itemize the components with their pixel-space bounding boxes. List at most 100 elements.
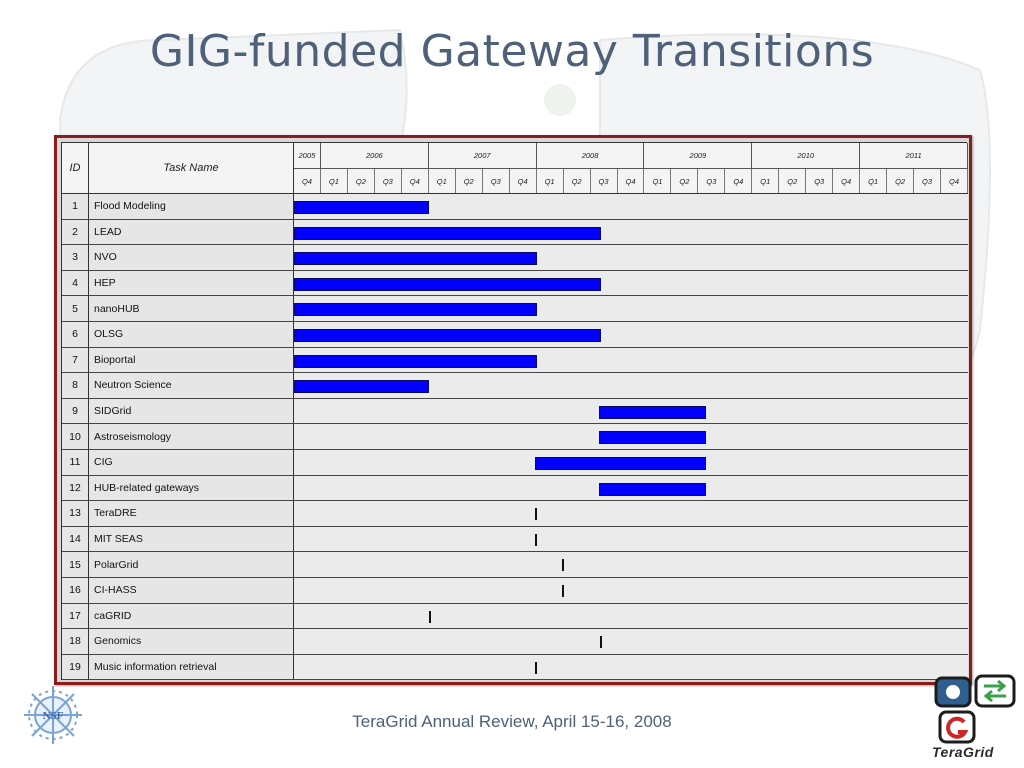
- quarter-label: Q1: [321, 169, 348, 193]
- task-track: [294, 347, 968, 373]
- task-track: [294, 245, 968, 270]
- task-id: 10: [62, 424, 89, 449]
- task-bar: [535, 457, 707, 470]
- task-name: MIT SEAS: [89, 526, 294, 552]
- task-name: CI-HASS: [89, 578, 294, 603]
- task-id: 4: [62, 270, 89, 296]
- task-bar: [598, 431, 707, 445]
- task-track: [294, 450, 968, 475]
- task-row: 14 MIT SEAS: [62, 526, 968, 553]
- task-row: 19 Music information retrieval: [62, 654, 968, 681]
- task-id: 3: [62, 245, 89, 270]
- task-id: 8: [62, 373, 89, 398]
- task-row: 7 Bioportal: [62, 347, 968, 374]
- quarter-label: Q3: [375, 169, 402, 193]
- task-row: 16 CI-HASS: [62, 578, 968, 604]
- task-track: [294, 526, 968, 552]
- quarter-label: Q4: [725, 169, 753, 193]
- task-bar: [598, 482, 707, 496]
- task-id: 15: [62, 552, 89, 577]
- task-bar: [294, 252, 537, 266]
- quarter-label: Q3: [698, 169, 726, 193]
- quarter-label: Q2: [564, 169, 591, 193]
- task-row: 13 TeraDRE: [62, 501, 968, 527]
- task-id: 19: [62, 654, 89, 680]
- task-name: OLSG: [89, 322, 294, 347]
- year-label: 2010: [752, 143, 861, 169]
- task-row: 18 Genomics: [62, 629, 968, 655]
- task-track: [294, 603, 968, 629]
- task-track: [294, 219, 968, 245]
- task-bar: [294, 329, 602, 342]
- quarter-label: Q4: [618, 169, 645, 193]
- slide-title: GIG-funded Gateway Transitions: [149, 26, 875, 77]
- task-id: 5: [62, 296, 89, 321]
- task-track: [294, 296, 968, 321]
- task-milestone: [535, 533, 538, 546]
- timeline-header: 2005 Q4 2006 Q1 Q2 Q3 Q4 2007 Q1 Q2 Q3 Q4 2008 Q1 Q2 Q3…: [294, 143, 968, 194]
- nsf-logo-text: NSF: [43, 710, 64, 722]
- task-row: 17 caGRID: [62, 603, 968, 630]
- gantt-chart-frame: ID Task Name 2005 Q4 2006 Q1 Q2 Q3 Q4 2007 Q1 Q2 Q…: [54, 135, 972, 685]
- gantt-chart: ID Task Name 2005 Q4 2006 Q1 Q2 Q3 Q4 2007 Q1 Q2 Q…: [61, 142, 968, 681]
- task-track: [294, 270, 968, 296]
- year-label: 2008: [536, 143, 645, 169]
- task-bar: [294, 303, 537, 317]
- header-task-name: Task Name: [89, 143, 294, 194]
- task-milestone: [562, 559, 565, 572]
- task-id: 9: [62, 398, 89, 424]
- task-bar: [294, 354, 537, 368]
- task-id: 2: [62, 219, 89, 245]
- task-id: 6: [62, 322, 89, 347]
- task-name: SIDGrid: [89, 398, 294, 424]
- year-label: 2011: [860, 143, 968, 169]
- task-name: HUB-related gateways: [89, 475, 294, 501]
- task-row: 5 nanoHUB: [62, 296, 968, 322]
- task-milestone: [535, 508, 538, 521]
- task-row: 12 HUB-related gateways: [62, 475, 968, 502]
- quarter-label: Q4: [833, 169, 861, 193]
- quarter-label: Q1: [429, 169, 456, 193]
- task-name: Bioportal: [89, 347, 294, 373]
- task-name: NVO: [89, 245, 294, 270]
- quarter-label: Q4: [941, 169, 968, 193]
- task-row: 15 PolarGrid: [62, 552, 968, 578]
- task-id: 13: [62, 501, 89, 526]
- task-row: 8 Neutron Science: [62, 373, 968, 399]
- quarter-label: Q3: [806, 169, 834, 193]
- quarter-label: Q1: [752, 169, 780, 193]
- task-milestone: [562, 585, 565, 597]
- slide-footer: TeraGrid Annual Review, April 15-16, 200…: [352, 712, 672, 731]
- year-label: 2005: [294, 143, 321, 169]
- task-id: 7: [62, 347, 89, 373]
- task-name: Astroseismology: [89, 424, 294, 449]
- quarter-label: Q4: [294, 169, 321, 193]
- task-track: [294, 629, 968, 654]
- quarter-label: Q3: [591, 169, 618, 193]
- task-bar: [294, 380, 429, 394]
- quarter-label: Q2: [671, 169, 699, 193]
- task-name: Neutron Science: [89, 373, 294, 398]
- task-name: HEP: [89, 270, 294, 296]
- task-track: [294, 322, 968, 347]
- task-track: [294, 552, 968, 577]
- task-name: Music information retrieval: [89, 654, 294, 680]
- quarter-label: Q2: [887, 169, 915, 193]
- task-name: Flood Modeling: [89, 194, 294, 219]
- task-id: 11: [62, 450, 89, 475]
- task-track: [294, 501, 968, 526]
- task-track: [294, 475, 968, 501]
- quarter-label: Q1: [860, 169, 888, 193]
- task-row: 9 SIDGrid: [62, 398, 968, 425]
- year-label: 2006: [320, 143, 429, 169]
- task-track: [294, 654, 968, 680]
- task-row: 4 HEP: [62, 270, 968, 297]
- task-milestone: [535, 661, 538, 674]
- task-id: 18: [62, 629, 89, 654]
- task-track: [294, 194, 968, 219]
- task-id: 14: [62, 526, 89, 552]
- teragrid-wordmark: TeraGrid: [932, 744, 994, 760]
- task-track: [294, 424, 968, 449]
- task-bar: [294, 201, 429, 214]
- task-name: Genomics: [89, 629, 294, 654]
